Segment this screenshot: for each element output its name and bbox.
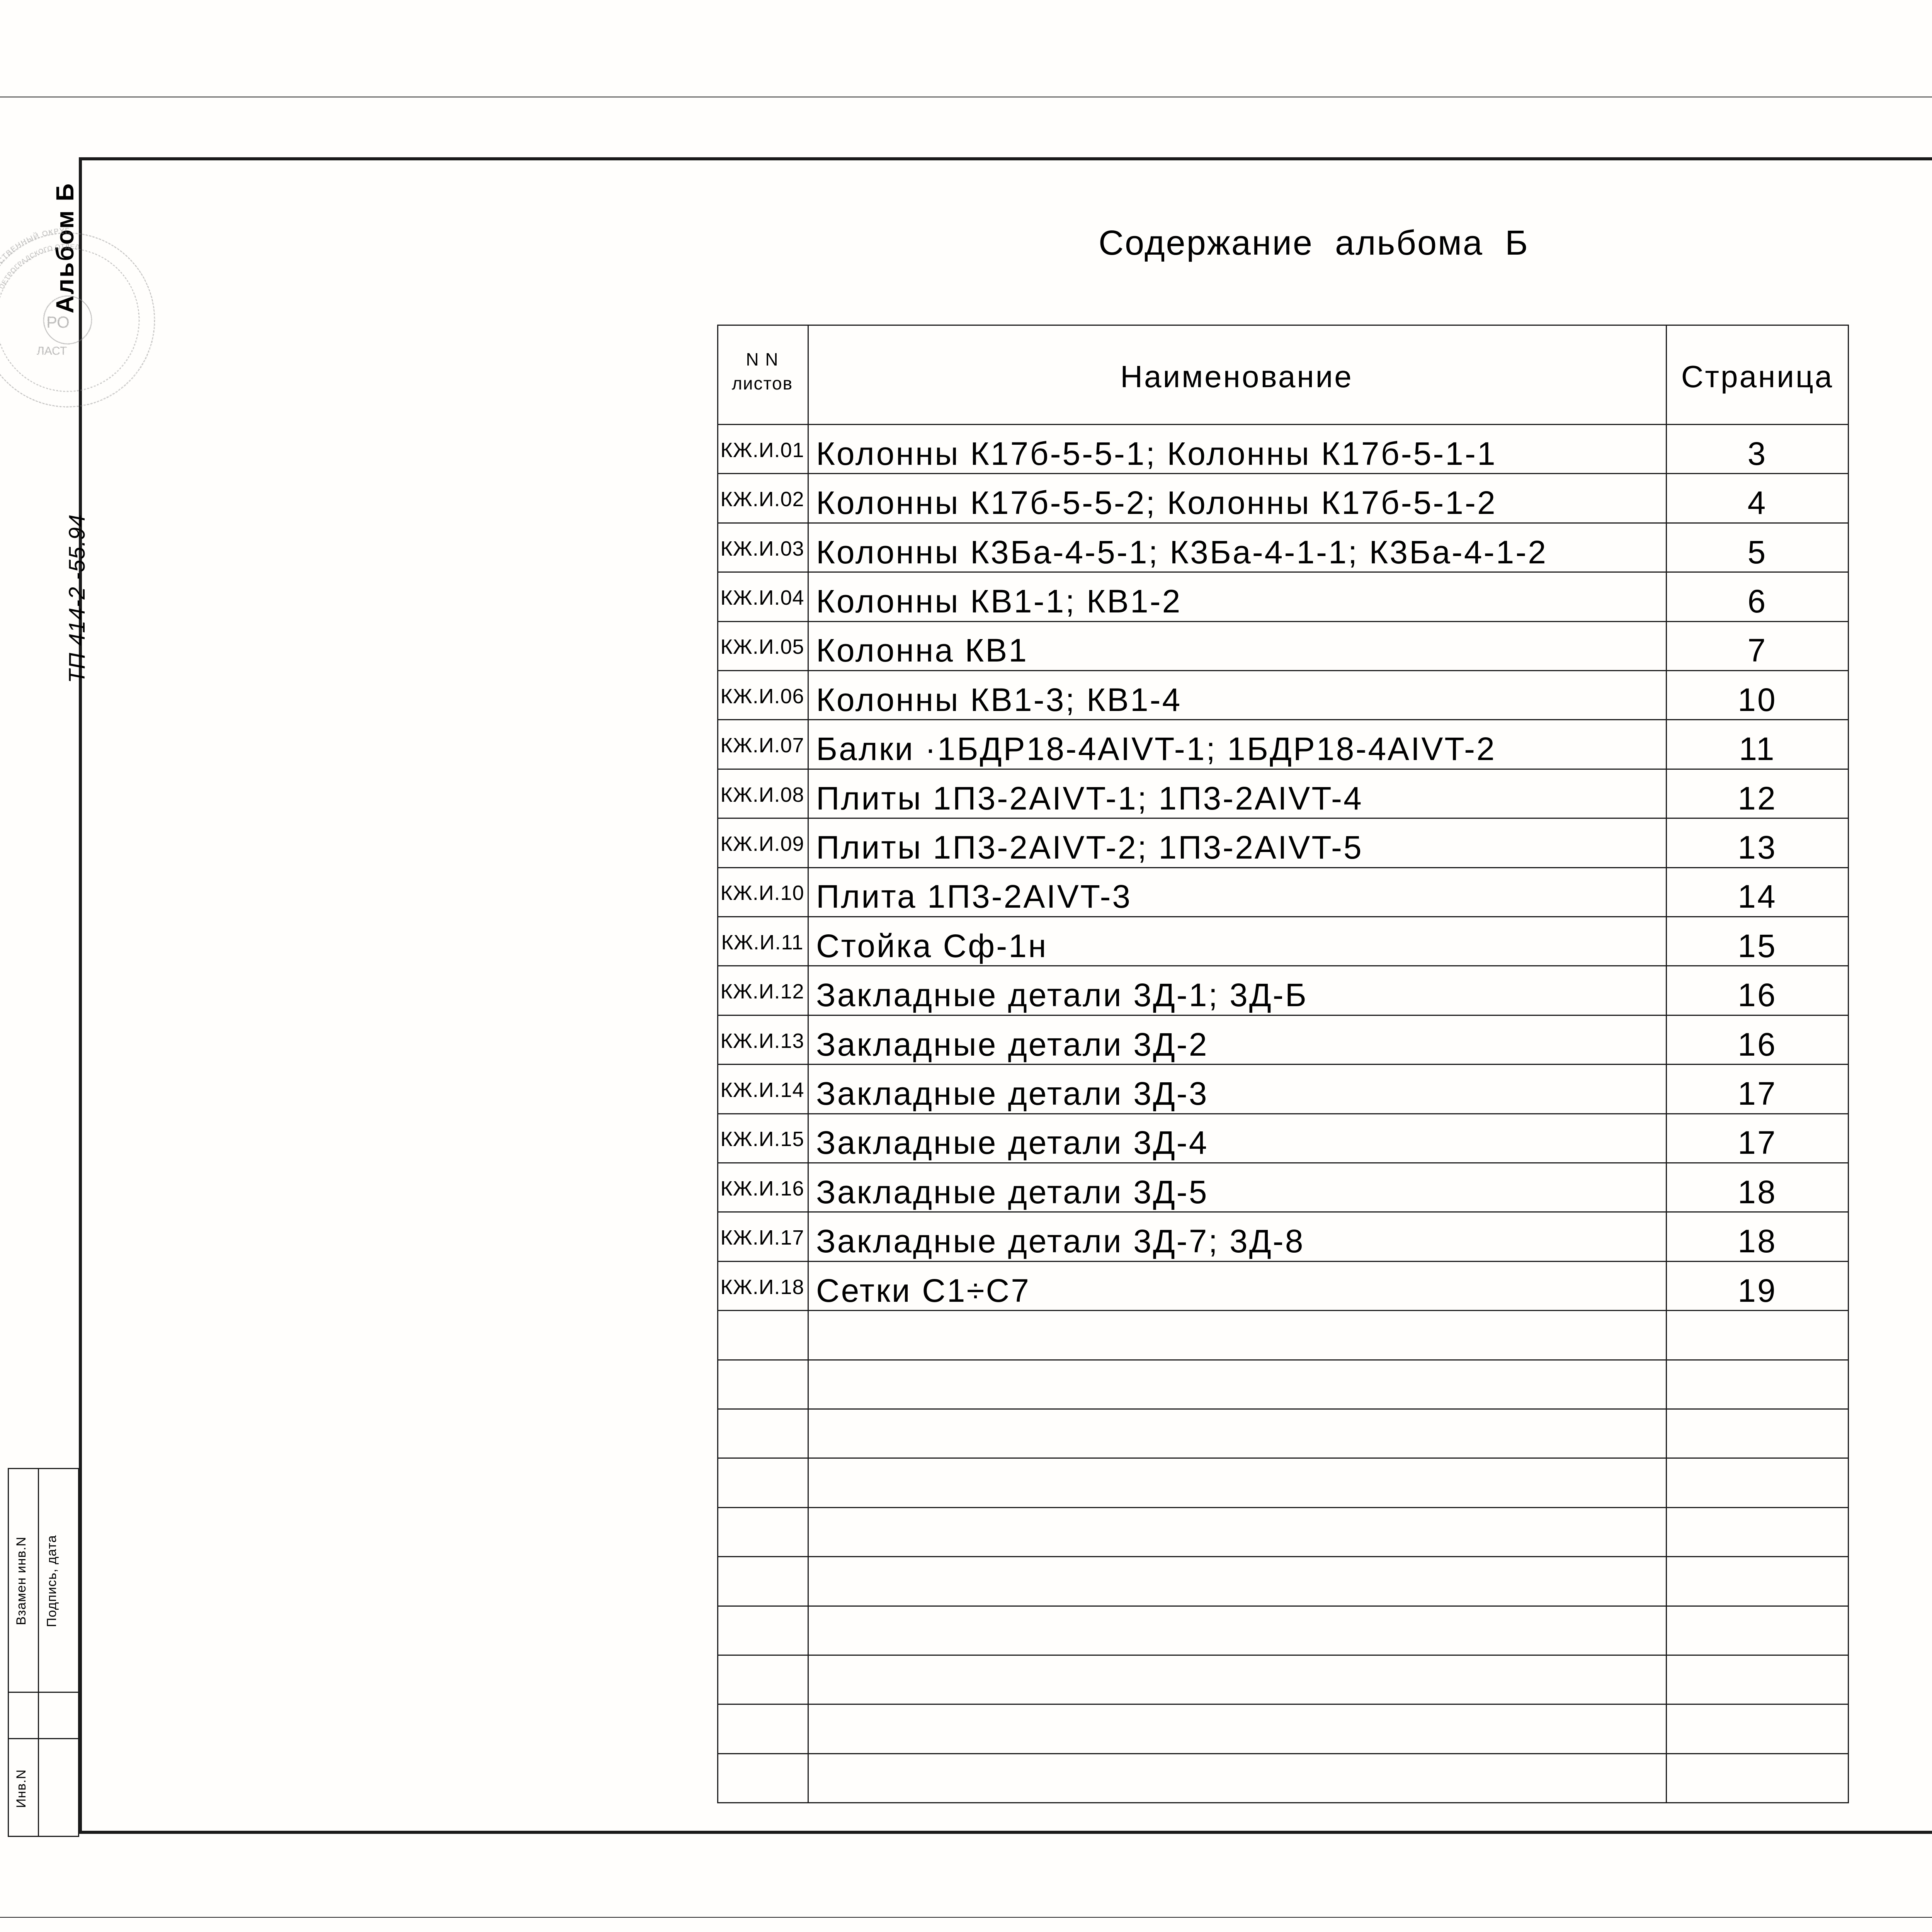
svg-text:РО: РО: [46, 313, 70, 331]
svg-text:ГОСУДАРСТВЕННЫЙ ОКРУГ: ГОСУДАРСТВЕННЫЙ ОКРУГ: [0, 227, 70, 299]
svg-text:ЛАСТ: ЛАСТ: [37, 345, 67, 357]
